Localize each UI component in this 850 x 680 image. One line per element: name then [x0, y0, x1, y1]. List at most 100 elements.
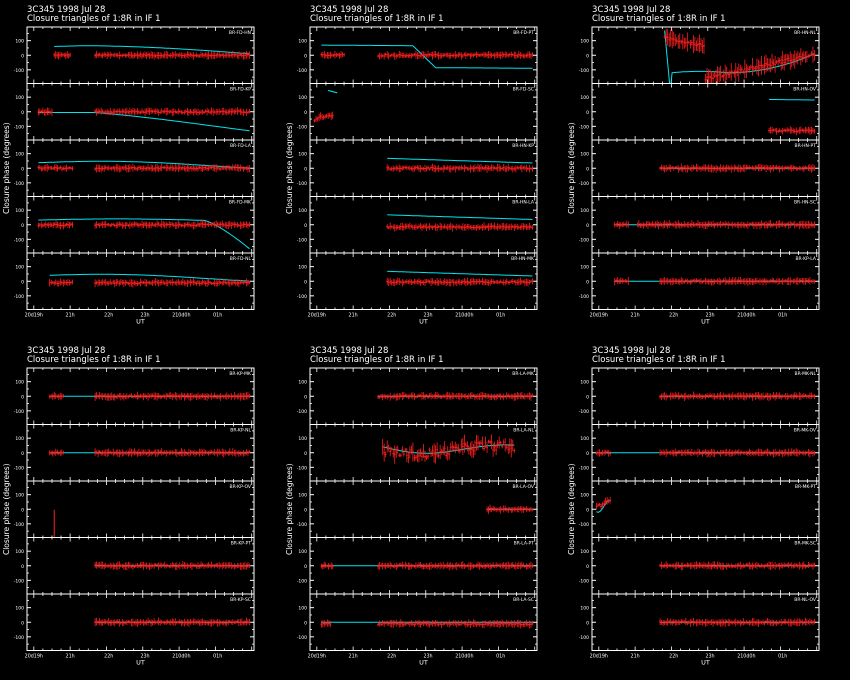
y-tick-label: 100 — [298, 208, 307, 214]
x-tick-label: 01h — [213, 313, 222, 319]
y-tick-label: -100 — [14, 181, 24, 187]
y-axis-label: Closure phase (degrees) — [285, 122, 294, 214]
x-tick-label: 210d0h — [737, 313, 755, 319]
y-tick-label: -100 — [14, 465, 24, 471]
triangle-label: BR-KP-NL — [230, 428, 251, 434]
y-tick-label: 100 — [15, 380, 24, 386]
x-axis-label: UT — [136, 318, 145, 326]
x-tick-label: 21h — [349, 313, 358, 319]
x-tick-label: 210d0h — [172, 313, 190, 319]
chart-header-source: 3C345 1998 Jul 28 — [310, 5, 388, 15]
model-curve — [387, 270, 533, 277]
y-tick-label: 0 — [586, 166, 589, 172]
triangle-label: BR-FD-MK — [229, 200, 252, 206]
y-tick-label: 0 — [586, 53, 589, 59]
model-curve — [387, 214, 533, 220]
y-tick-label: 0 — [21, 564, 24, 570]
y-tick-label: -100 — [14, 124, 24, 130]
triangle-label: BR-HN-PT — [795, 143, 817, 149]
y-tick-label: 100 — [580, 208, 589, 214]
y-tick-label: 0 — [21, 110, 24, 116]
y-tick-label: 0 — [21, 166, 24, 172]
y-tick-label: -100 — [14, 68, 24, 74]
triangle-label: BR-HN-MK — [511, 256, 535, 262]
x-axis-label: UT — [419, 318, 428, 326]
chart-header-subtitle: Closure triangles of 1:8R in IF 1 — [592, 14, 726, 24]
triangle-label: BR-KP-LA — [795, 256, 816, 262]
triangle-label: BR-FD-SC — [513, 87, 534, 93]
triangle-label: BR-KP-MK — [229, 371, 252, 377]
y-tick-label: -100 — [297, 124, 307, 130]
y-tick-label: 0 — [304, 279, 307, 285]
x-tick-label: 01h — [778, 313, 787, 319]
x-tick-label: 20d19h — [308, 313, 326, 319]
panel-br-fd-hn: 100 0 -100 BR-FD-HN — [14, 26, 255, 84]
x-tick-label: 20d19h — [590, 313, 608, 319]
y-tick-label: 0 — [304, 223, 307, 229]
y-tick-label: 100 — [15, 208, 24, 214]
panel-br-kp-nl: 100 0 -100 BR-KP-NL — [14, 424, 255, 482]
panel-br-fd-mk: 100 0 -100 BR-FD-MK — [14, 196, 255, 254]
x-tick-label: 22h — [669, 313, 678, 319]
model-curve — [769, 98, 815, 101]
panel-br-kp-la: 100 0 -100 BR-KP-LA — [579, 252, 820, 310]
y-tick-label: 100 — [15, 95, 24, 101]
chart-header-source: 3C345 1998 Jul 28 — [592, 5, 670, 15]
triangle-label: BR-FD-HN — [229, 30, 251, 36]
y-tick-label: -100 — [14, 409, 24, 415]
y-tick-label: 100 — [15, 549, 24, 555]
panel-br-hn-nl: 100 0 -100 BR-HN-NL — [579, 26, 820, 84]
model-curve — [321, 44, 533, 69]
y-tick-label: -100 — [579, 68, 589, 74]
triangle-label: BR-HN-SC — [794, 200, 816, 206]
y-tick-label: 100 — [15, 493, 24, 499]
chart-header-source: 3C345 1998 Jul 28 — [27, 346, 105, 356]
x-tick-label: 210d0h — [455, 313, 473, 319]
chart-header-subtitle: Closure triangles of 1:8R in IF 1 — [27, 355, 161, 365]
y-tick-label: 100 — [298, 39, 307, 45]
panel-br-kp-pt: 100 0 -100 BR-KP-PT — [14, 537, 255, 595]
triangle-label: BR-HN-KP — [512, 143, 534, 149]
y-tick-label: -100 — [579, 237, 589, 243]
y-tick-label: 0 — [21, 451, 24, 457]
y-tick-label: 100 — [580, 95, 589, 101]
y-tick-label: -100 — [14, 294, 24, 300]
triangle-label: BR-FD-NL — [230, 256, 252, 262]
x-tick-label: 01h — [496, 313, 505, 319]
chart-header-source: 3C345 1998 Jul 28 — [27, 5, 105, 15]
model-curve — [327, 89, 338, 94]
triangle-label: BR-FD-PT — [513, 30, 534, 36]
y-tick-label: 100 — [15, 436, 24, 442]
triangle-label: BR-FD-LA — [230, 143, 252, 149]
model-curve — [387, 157, 533, 164]
chart-header-subtitle: Closure triangles of 1:8R in IF 1 — [310, 14, 444, 24]
y-tick-label: 0 — [586, 279, 589, 285]
panel-br-fd-nl: 100 0 -100 BR-FD-NL — [14, 252, 255, 310]
y-tick-label: -100 — [14, 522, 24, 528]
triangle-label: BR-KP-PT — [231, 541, 252, 547]
y-tick-label: 100 — [15, 265, 24, 271]
y-tick-label: 0 — [21, 507, 24, 513]
y-tick-label: -100 — [14, 237, 24, 243]
y-tick-label: 0 — [21, 223, 24, 229]
y-axis-label: Closure phase (degrees) — [2, 122, 11, 214]
y-tick-label: 0 — [21, 279, 24, 285]
y-tick-label: 0 — [304, 53, 307, 59]
y-tick-label: 0 — [586, 110, 589, 116]
x-tick-label: 21h — [66, 313, 75, 319]
panel-br-fd-kp: 100 0 -100 BR-FD-KP — [14, 83, 255, 141]
y-tick-label: -100 — [297, 181, 307, 187]
panel-br-fd-sc: 100 0 -100 BR-FD-SC — [297, 83, 538, 141]
y-tick-label: 100 — [580, 265, 589, 271]
y-tick-label: 0 — [21, 53, 24, 59]
y-tick-label: 0 — [21, 394, 24, 400]
y-tick-label: -100 — [297, 68, 307, 74]
model-curve — [38, 112, 250, 132]
y-axis-label: Closure phase (degrees) — [2, 463, 11, 555]
y-tick-label: 100 — [298, 95, 307, 101]
